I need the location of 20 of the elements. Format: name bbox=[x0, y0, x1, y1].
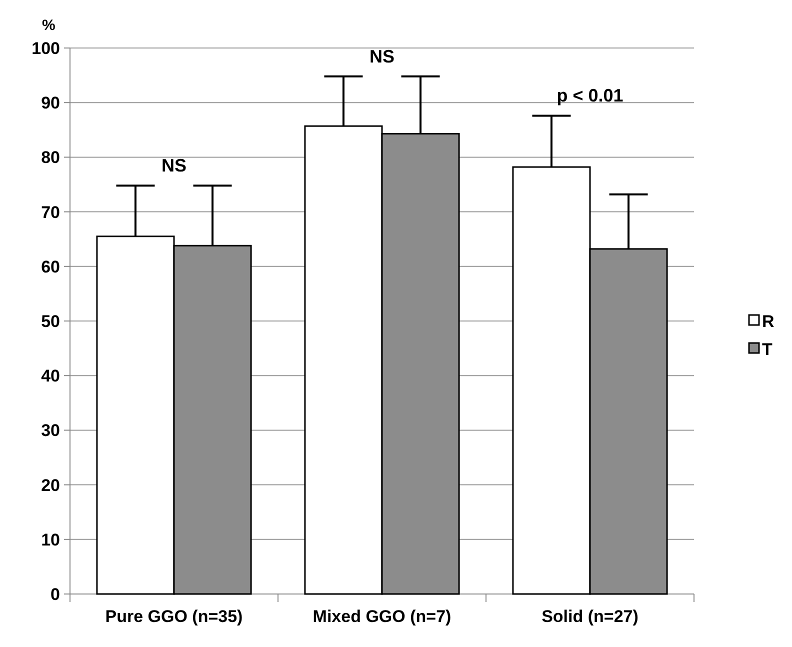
y-tick-label: 100 bbox=[32, 38, 60, 58]
y-tick-label: 20 bbox=[41, 476, 60, 495]
y-tick-label: 80 bbox=[41, 148, 60, 168]
y-tick-label: 90 bbox=[41, 94, 60, 113]
y-tick-label: 40 bbox=[41, 366, 60, 386]
legend-label: T bbox=[762, 340, 773, 359]
x-tick-label: Mixed GGO (n=7) bbox=[312, 607, 452, 626]
y-axis-title: % bbox=[42, 17, 56, 34]
y-tick-label: 30 bbox=[41, 421, 60, 440]
x-tick-label: Solid (n=27) bbox=[542, 607, 638, 626]
annotation: NS bbox=[161, 156, 187, 176]
y-tick-label: 0 bbox=[50, 584, 60, 604]
y-tick-label: 60 bbox=[41, 257, 60, 276]
annotation: NS bbox=[369, 46, 395, 66]
legend-label: R bbox=[762, 312, 774, 331]
y-tick-label: 50 bbox=[41, 312, 60, 331]
annotation: p < 0.01 bbox=[556, 86, 624, 106]
y-tick-label: 10 bbox=[41, 530, 60, 550]
x-tick-label: Pure GGO (n=35) bbox=[105, 607, 243, 626]
y-tick-label: 70 bbox=[41, 202, 60, 222]
